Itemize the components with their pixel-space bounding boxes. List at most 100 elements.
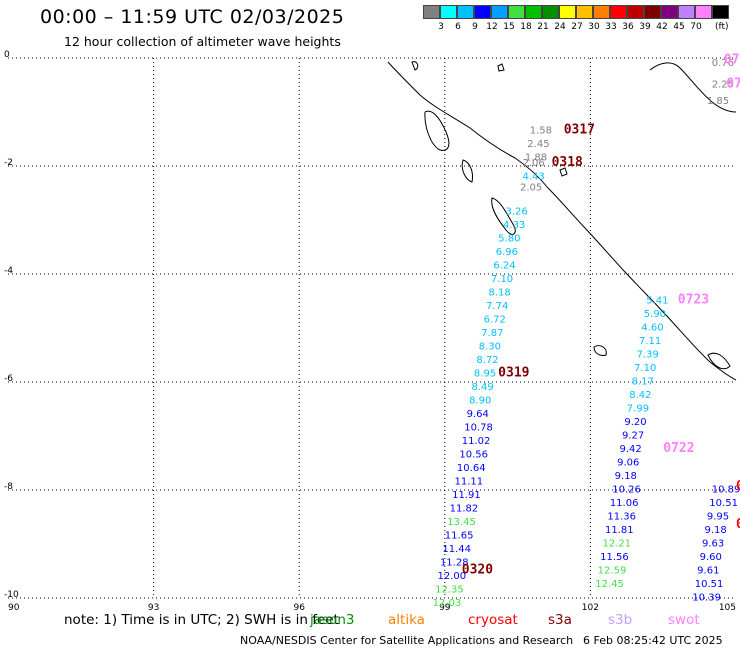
latitude-tick-label: -6: [4, 374, 13, 384]
pass-time-label: 0318: [552, 155, 583, 170]
wave-height-readings: 0.76 2.25 1.85 1.58 2.45 1.882.06 4.432.05 3.26…: [433, 58, 740, 609]
wave-height-value: 8.49: [471, 382, 493, 393]
wave-height-value: 7.74: [486, 301, 508, 312]
wave-height-value: 4.43: [522, 172, 544, 183]
longitude-tick-label: 93: [148, 603, 159, 613]
wave-height-value: 1.88: [525, 153, 547, 164]
wave-height-value: 5.90: [644, 309, 666, 320]
wave-height-value: 8.18: [488, 288, 510, 299]
legend-swatch: [423, 5, 440, 19]
wave-height-value: 7.87: [481, 328, 503, 339]
wave-height-value: 12.03: [433, 598, 462, 609]
latitude-tick-label: -8: [4, 482, 13, 492]
legend-tick-label: 24: [554, 22, 566, 32]
legend-tick-label: 36: [622, 22, 634, 32]
wave-height-value: 4.33: [503, 220, 525, 231]
longitude-tick-label: 96: [293, 603, 305, 613]
wave-height-value: 12.21: [603, 539, 632, 550]
wave-height-value: 6.24: [493, 261, 515, 272]
pass-time-label: 0722: [663, 441, 694, 456]
islet-3: [497, 63, 505, 72]
wave-height-value: 5.80: [498, 234, 520, 245]
wave-height-value: 9.61: [697, 566, 719, 577]
legend-swatch: [661, 5, 678, 19]
wave-height-value: 1.85: [707, 96, 729, 107]
wave-height-value: 10.26: [612, 485, 641, 496]
wave-height-value: 3.26: [505, 207, 527, 218]
legend-swatch: [678, 5, 695, 19]
wave-height-value: 7.11: [639, 336, 661, 347]
satellite-legend-entry: altika: [388, 612, 425, 628]
wave-height-value: 10.78: [464, 423, 493, 434]
islet-1: [559, 167, 568, 177]
pass-time-label: 0: [736, 517, 740, 532]
pass-time-label: 0: [736, 479, 740, 494]
legend-unit-label: (ft): [715, 22, 729, 32]
wave-height-value: 9.42: [620, 444, 642, 455]
legend-tick-label: 9: [472, 22, 478, 32]
satellite-legend-entry: jason3: [310, 612, 355, 628]
satellite-legend-entry: s3b: [608, 612, 633, 628]
legend-tick-label: 3: [438, 22, 444, 32]
bangka-coast: [649, 62, 737, 113]
wave-height-value: 9.20: [624, 417, 646, 428]
wave-height-value: 11.81: [605, 525, 634, 536]
wave-height-value: 7.10: [491, 274, 513, 285]
wave-height-value: 10.89: [712, 485, 740, 496]
wave-height-value: 0.76: [712, 58, 734, 69]
wave-height-value: 9.95: [707, 512, 729, 523]
longitude-tick-label: 102: [582, 603, 599, 613]
generation-timestamp: 6 Feb 08:25:42 UTC 2025: [583, 634, 723, 647]
wave-height-value: 7.39: [637, 350, 659, 361]
wave-height-value: 12.59: [598, 566, 627, 577]
wave-height-value: 10.56: [459, 450, 488, 461]
wave-height-value: 8.17: [632, 377, 654, 388]
latitude-tick-label: -2: [4, 158, 13, 168]
sumatra-coastline: [387, 61, 737, 381]
wave-height-value: 11.06: [610, 498, 639, 509]
wave-height-value: 9.18: [704, 525, 726, 536]
legend-swatch: [474, 5, 491, 19]
wave-height-value: 11.11: [455, 477, 484, 488]
pass-time-label: 0319: [498, 366, 529, 381]
pass-time-label: 0724: [726, 77, 740, 92]
legend-swatch: [508, 5, 525, 19]
legend-tick-label: 15: [503, 22, 515, 32]
wave-height-value: 10.51: [709, 498, 738, 509]
wave-height-value: 6.72: [484, 315, 506, 326]
legend-swatch: [457, 5, 474, 19]
map-subtitle: 12 hour collection of altimeter wave hei…: [64, 34, 341, 49]
wave-height-value: 8.30: [479, 342, 501, 353]
legend-swatch: [593, 5, 610, 19]
wave-height-value: 5.41: [646, 296, 668, 307]
latitude-tick-label: 0: [4, 50, 10, 60]
longitude-tick-label: 105: [719, 603, 736, 613]
wave-height-value: 2.45: [527, 139, 549, 150]
wave-height-value: 8.90: [469, 396, 491, 407]
java-west-tip: [707, 352, 731, 370]
wave-height-value: 7.99: [627, 404, 649, 415]
credit-footer: NOAA/NESDIS Center for Satellite Applica…: [240, 634, 574, 647]
legend-swatch: [525, 5, 542, 19]
wave-height-value: 11.44: [442, 544, 471, 555]
wave-height-value: 12.45: [595, 579, 624, 590]
mentawai-island-1: [424, 110, 450, 151]
pass-time-label: 0723: [678, 293, 709, 308]
longitude-tick-label: 99: [439, 603, 451, 613]
legend-tick-label: 12: [486, 22, 498, 32]
legend-swatch: [440, 5, 457, 19]
legend-swatch: [627, 5, 644, 19]
wave-height-value: 11.02: [462, 436, 491, 447]
wave-height-value: 10.64: [457, 463, 486, 474]
wave-height-value: 2.25: [712, 80, 734, 91]
legend-swatch: [559, 5, 576, 19]
wave-height-value: 11.65: [445, 531, 474, 542]
legend-tick-label: 70: [690, 22, 702, 32]
wave-height-value: 8.42: [629, 390, 651, 401]
wave-height-value: 8.72: [476, 355, 498, 366]
legend-tick-label: 18: [520, 22, 532, 32]
latitude-tick-label: -4: [4, 266, 13, 276]
wave-height-value: 10.51: [695, 579, 724, 590]
map-title: 00:00 – 11:59 UTC 02/03/2025: [40, 6, 345, 28]
